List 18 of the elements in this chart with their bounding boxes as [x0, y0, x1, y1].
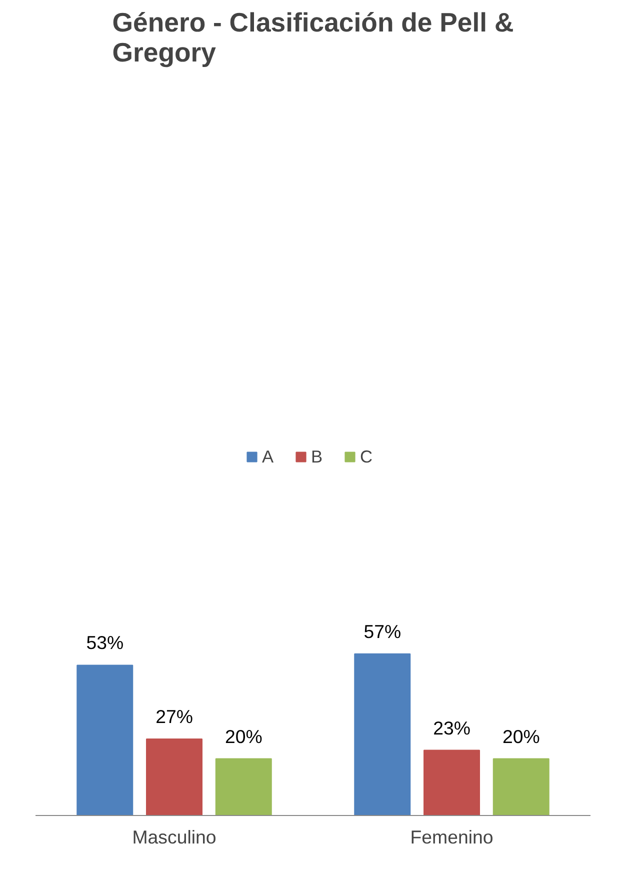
bar: [424, 750, 480, 816]
legend-label: C: [360, 446, 374, 468]
data-label: 23%: [433, 717, 470, 738]
bar: [354, 653, 411, 816]
data-label: 20%: [502, 726, 540, 747]
bar: [492, 758, 550, 816]
data-label: 57%: [364, 620, 402, 642]
data-label: 53%: [86, 632, 124, 654]
bar: [146, 738, 202, 816]
legend-label: A: [262, 446, 275, 468]
chart-title: Género - Clasificación de Pell & Gregory: [112, 8, 514, 68]
x-tick-label: Femenino: [410, 826, 494, 848]
bar: [215, 758, 272, 816]
bar: [76, 664, 134, 816]
x-tick-label: Masculino: [132, 826, 216, 848]
legend-label: B: [311, 446, 324, 468]
data-label: 27%: [156, 706, 193, 727]
data-label: 20%: [224, 726, 262, 747]
